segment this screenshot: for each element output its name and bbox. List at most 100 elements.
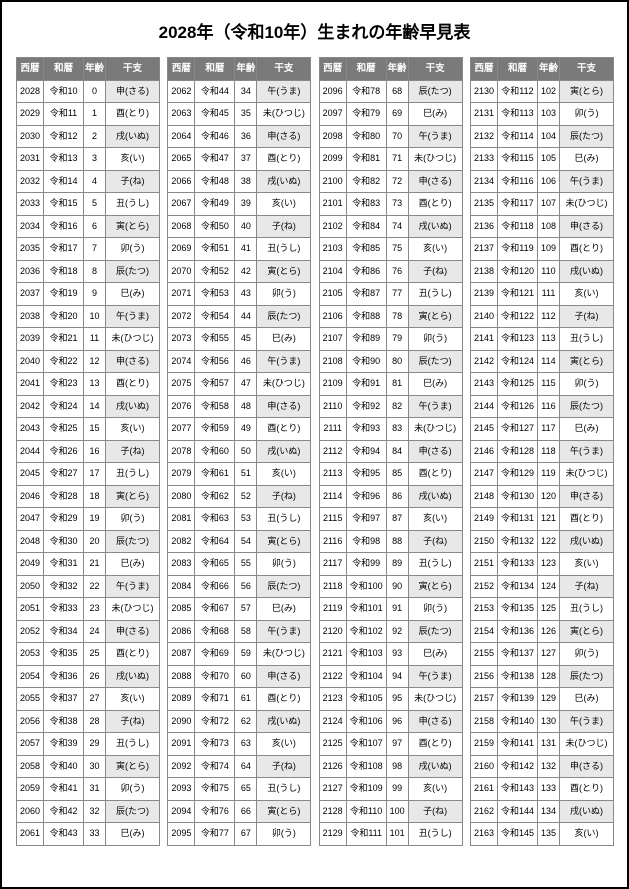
cell-wareki: 令和84	[346, 215, 386, 238]
cell-year: 2059	[17, 778, 44, 801]
cell-wareki: 令和144	[497, 800, 537, 823]
cell-year: 2116	[319, 530, 346, 553]
cell-eto: 卯(う)	[408, 598, 462, 621]
cell-year: 2106	[319, 305, 346, 328]
cell-eto: 戌(いぬ)	[559, 260, 613, 283]
cell-eto: 申(さる)	[106, 350, 160, 373]
cell-wareki: 令和110	[346, 800, 386, 823]
cell-year: 2122	[319, 665, 346, 688]
cell-age: 13	[84, 373, 106, 396]
cell-wareki: 令和86	[346, 260, 386, 283]
cell-eto: 酉(とり)	[408, 463, 462, 486]
cell-eto: 午(うま)	[257, 350, 311, 373]
cell-age: 95	[386, 688, 408, 711]
cell-eto: 丑(うし)	[106, 463, 160, 486]
cell-eto: 卯(う)	[257, 823, 311, 846]
cell-eto: 卯(う)	[106, 238, 160, 261]
cell-age: 87	[386, 508, 408, 531]
cell-eto: 申(さる)	[106, 620, 160, 643]
cell-wareki: 令和13	[44, 148, 84, 171]
cell-wareki: 令和66	[195, 575, 235, 598]
cell-year: 2112	[319, 440, 346, 463]
cell-eto: 酉(とり)	[106, 103, 160, 126]
cell-eto: 申(さる)	[559, 755, 613, 778]
cell-year: 2150	[470, 530, 497, 553]
cell-age: 97	[386, 733, 408, 756]
cell-eto: 午(うま)	[408, 395, 462, 418]
cell-age: 49	[235, 418, 257, 441]
age-table: 西暦和暦年齢干支2096令和7868辰(たつ)2097令和7969巳(み)209…	[319, 57, 463, 846]
cell-year: 2103	[319, 238, 346, 261]
cell-age: 76	[386, 260, 408, 283]
cell-year: 2126	[319, 755, 346, 778]
cell-age: 81	[386, 373, 408, 396]
cell-age: 36	[235, 125, 257, 148]
cell-wareki: 令和16	[44, 215, 84, 238]
cell-wareki: 令和72	[195, 710, 235, 733]
cell-eto: 未(ひつじ)	[559, 463, 613, 486]
cell-year: 2149	[470, 508, 497, 531]
cell-age: 121	[537, 508, 559, 531]
cell-eto: 巳(み)	[106, 553, 160, 576]
cell-year: 2093	[168, 778, 195, 801]
cell-wareki: 令和102	[346, 620, 386, 643]
cell-wareki: 令和94	[346, 440, 386, 463]
cell-eto: 申(さる)	[257, 125, 311, 148]
col-header: 年齢	[386, 58, 408, 81]
cell-year: 2038	[17, 305, 44, 328]
cell-wareki: 令和68	[195, 620, 235, 643]
cell-wareki: 令和99	[346, 553, 386, 576]
cell-age: 38	[235, 170, 257, 193]
cell-age: 33	[84, 823, 106, 846]
cell-year: 2071	[168, 283, 195, 306]
cell-wareki: 令和116	[497, 170, 537, 193]
cell-year: 2070	[168, 260, 195, 283]
cell-year: 2156	[470, 665, 497, 688]
cell-age: 134	[537, 800, 559, 823]
cell-eto: 辰(たつ)	[408, 350, 462, 373]
cell-year: 2099	[319, 148, 346, 171]
cell-age: 12	[84, 350, 106, 373]
cell-age: 129	[537, 688, 559, 711]
cell-wareki: 令和127	[497, 418, 537, 441]
cell-wareki: 令和104	[346, 665, 386, 688]
col-header: 年齢	[84, 58, 106, 81]
cell-wareki: 令和98	[346, 530, 386, 553]
cell-wareki: 令和60	[195, 440, 235, 463]
cell-eto: 巳(み)	[106, 283, 160, 306]
cell-eto: 辰(たつ)	[257, 305, 311, 328]
cell-year: 2100	[319, 170, 346, 193]
cell-eto: 寅(とら)	[106, 485, 160, 508]
cell-age: 99	[386, 778, 408, 801]
cell-eto: 未(ひつじ)	[257, 643, 311, 666]
cell-age: 96	[386, 710, 408, 733]
cell-wareki: 令和35	[44, 643, 84, 666]
cell-wareki: 令和125	[497, 373, 537, 396]
cell-age: 68	[386, 80, 408, 103]
cell-wareki: 令和93	[346, 418, 386, 441]
cell-age: 23	[84, 598, 106, 621]
cell-age: 90	[386, 575, 408, 598]
cell-wareki: 令和64	[195, 530, 235, 553]
cell-year: 2147	[470, 463, 497, 486]
cell-eto: 午(うま)	[408, 125, 462, 148]
cell-age: 113	[537, 328, 559, 351]
cell-age: 31	[84, 778, 106, 801]
cell-year: 2136	[470, 215, 497, 238]
cell-age: 29	[84, 733, 106, 756]
cell-wareki: 令和109	[346, 778, 386, 801]
cell-year: 2133	[470, 148, 497, 171]
cell-wareki: 令和81	[346, 148, 386, 171]
cell-wareki: 令和37	[44, 688, 84, 711]
cell-eto: 寅(とら)	[408, 305, 462, 328]
cell-eto: 巳(み)	[408, 373, 462, 396]
cell-year: 2053	[17, 643, 44, 666]
cell-wareki: 令和53	[195, 283, 235, 306]
col-header: 干支	[559, 58, 613, 81]
cell-eto: 戌(いぬ)	[106, 395, 160, 418]
cell-wareki: 令和38	[44, 710, 84, 733]
cell-eto: 巳(み)	[408, 103, 462, 126]
cell-age: 45	[235, 328, 257, 351]
cell-wareki: 令和114	[497, 125, 537, 148]
cell-eto: 午(うま)	[559, 710, 613, 733]
